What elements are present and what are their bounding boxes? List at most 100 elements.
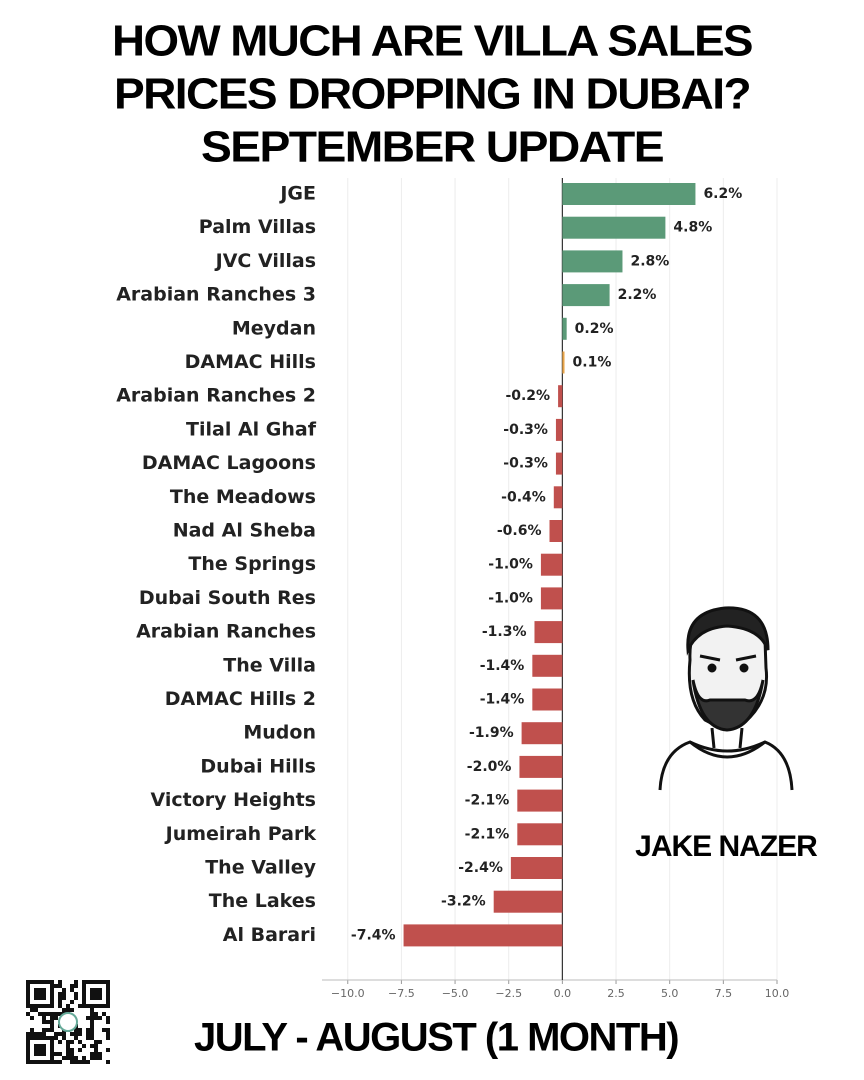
qr-cell	[58, 996, 62, 1000]
qr-cell	[86, 1036, 90, 1040]
bar	[558, 385, 563, 408]
bar	[517, 789, 563, 812]
qr-cell	[94, 1012, 98, 1016]
y-tick-label: Dubai South Res	[139, 587, 316, 609]
qr-cell	[42, 1032, 46, 1036]
qr-cell	[82, 1000, 86, 1004]
value-label: -0.2%	[505, 388, 550, 404]
qr-cell	[74, 1060, 78, 1064]
qr-cell	[74, 1028, 78, 1032]
chart-title: HOW MUCH ARE VILLA SALES	[112, 17, 752, 66]
value-label: 0.1%	[573, 355, 612, 371]
qr-cell	[106, 1016, 110, 1020]
qr-cell	[102, 1012, 106, 1016]
qr-cell	[90, 1052, 94, 1056]
qr-cell	[106, 984, 110, 988]
qr-cell	[50, 1040, 54, 1044]
y-tick-label: Arabian Ranches 3	[116, 284, 316, 306]
value-label: 0.2%	[575, 321, 614, 337]
qr-cell	[38, 988, 42, 992]
qr-cell	[42, 1060, 46, 1064]
qr-cell	[38, 1004, 42, 1008]
qr-cell	[94, 1048, 98, 1052]
qr-cell	[34, 1036, 38, 1040]
qr-cell	[94, 1044, 98, 1048]
qr-cell	[50, 1056, 54, 1060]
qr-cell	[38, 1044, 42, 1048]
qr-cell	[74, 984, 78, 988]
qr-cell	[26, 1044, 30, 1048]
qr-cell	[50, 992, 54, 996]
qr-cell	[86, 1004, 90, 1008]
bar	[540, 553, 563, 576]
bar	[553, 486, 563, 509]
qr-cell	[26, 1048, 30, 1052]
qr-cell	[50, 1028, 54, 1032]
x-tick-label: −10.0	[331, 987, 365, 1000]
qr-cell	[50, 1052, 54, 1056]
qr-cell	[26, 1056, 30, 1060]
qr-cell	[30, 1004, 34, 1008]
qr-cell	[34, 988, 38, 992]
qr-cell	[42, 1028, 46, 1032]
value-label: 2.8%	[630, 253, 669, 269]
qr-cell	[54, 1060, 58, 1064]
qr-cell	[30, 980, 34, 984]
qr-cell	[62, 1008, 66, 1012]
qr-cell	[38, 1048, 42, 1052]
qr-cell	[46, 1028, 50, 1032]
value-label: -2.1%	[465, 826, 510, 842]
qr-cell	[34, 1008, 38, 1012]
bar	[562, 183, 696, 205]
y-tick-label: Mudon	[243, 722, 316, 744]
qr-cell	[94, 992, 98, 996]
qr-cell	[58, 1000, 62, 1004]
x-tick-label: 7.5	[715, 987, 733, 1000]
qr-cell	[90, 1016, 94, 1020]
qr-cell	[34, 992, 38, 996]
bar	[555, 418, 563, 441]
qr-cell	[70, 1056, 74, 1060]
qr-cell	[46, 1012, 50, 1016]
qr-cell	[82, 992, 86, 996]
qr-cell	[50, 1012, 54, 1016]
qr-cell	[86, 1028, 90, 1032]
qr-cell	[82, 1004, 86, 1008]
qr-cell	[78, 1004, 82, 1008]
qr-cell	[106, 1028, 110, 1032]
qr-cell	[34, 1044, 38, 1048]
qr-cell	[98, 1004, 102, 1008]
qr-cell	[66, 1052, 70, 1056]
qr-cell	[98, 1040, 102, 1044]
y-tick-label: The Villa	[223, 654, 316, 676]
chart-title: SEPTEMBER UPDATE	[201, 123, 663, 172]
qr-cell	[34, 980, 38, 984]
value-label: -3.2%	[441, 894, 486, 910]
qr-cell	[82, 1044, 86, 1048]
portrait	[658, 606, 794, 791]
qr-cell	[34, 1048, 38, 1052]
qr-cell	[62, 1056, 66, 1060]
qr-cell	[90, 980, 94, 984]
x-tick-label: 10.0	[765, 987, 790, 1000]
qr-cell	[90, 1024, 94, 1028]
qr-cell	[42, 992, 46, 996]
chart-title: PRICES DROPPING IN DUBAI?	[114, 70, 750, 119]
qr-cell	[54, 1016, 58, 1020]
qr-cell	[38, 992, 42, 996]
qr-cell	[42, 1012, 46, 1016]
qr-cell	[50, 1020, 54, 1024]
y-tick-label: JVC Villas	[214, 250, 316, 272]
qr-cell	[78, 1040, 82, 1044]
bar	[562, 250, 623, 273]
y-tick-label: Tilal Al Ghaf	[186, 418, 317, 440]
qr-cell	[58, 1052, 62, 1056]
qr-cell	[46, 980, 50, 984]
qr-cell	[62, 992, 66, 996]
bar	[403, 924, 563, 947]
y-tick-label: DAMAC Hills	[185, 351, 316, 373]
qr-cell	[50, 988, 54, 992]
y-tick-label: The Springs	[188, 553, 316, 575]
qr-cell	[78, 1060, 82, 1064]
